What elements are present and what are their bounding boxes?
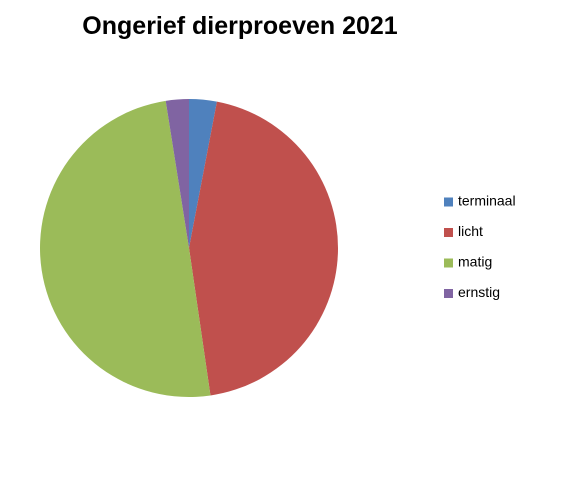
legend-swatch xyxy=(444,289,453,298)
pie-slice xyxy=(189,101,338,396)
legend-label: ernstig xyxy=(458,284,500,300)
legend-swatch xyxy=(444,228,453,237)
pie-slice xyxy=(165,99,189,248)
legend-swatch xyxy=(444,258,453,268)
legend-label: terminaal xyxy=(458,193,516,209)
pie-slice xyxy=(40,100,211,397)
legend-label: matig xyxy=(458,254,492,270)
legend-label: licht xyxy=(458,223,483,239)
pie-slice xyxy=(189,99,217,248)
chart-title: Ongerief dierproeven 2021 xyxy=(82,12,398,40)
legend-swatch xyxy=(444,197,453,207)
